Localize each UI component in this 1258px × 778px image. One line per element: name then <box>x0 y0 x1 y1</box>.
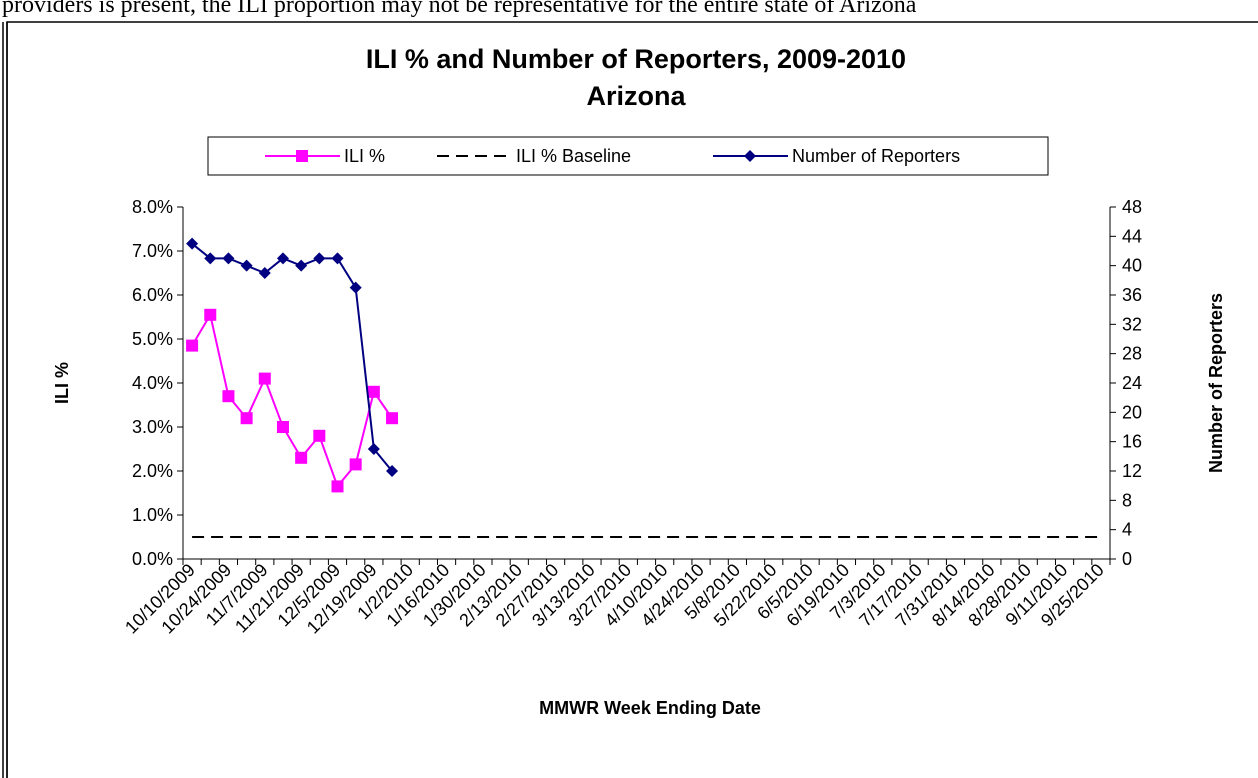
marker <box>276 252 289 265</box>
marker <box>222 390 235 403</box>
y2-tick-label: 36 <box>1122 285 1142 305</box>
note: providers is present, the ILI proportion… <box>2 0 917 18</box>
marker <box>367 443 380 455</box>
y-tick-label: 5.0% <box>132 329 173 349</box>
marker <box>331 480 344 493</box>
y-tick-label: 3.0% <box>132 417 173 437</box>
marker <box>313 429 326 442</box>
marker <box>186 237 199 250</box>
marker <box>295 259 308 272</box>
y2-tick-label: 40 <box>1122 256 1142 276</box>
x-axis-title: MMWR Week Ending Date <box>539 698 761 718</box>
y-tick-label: 8.0% <box>132 197 173 217</box>
legend-marker <box>296 150 308 162</box>
y-tick-label: 2.0% <box>132 461 173 481</box>
legend-marker <box>744 150 756 162</box>
y2-tick-label: 12 <box>1122 461 1142 481</box>
y2-tick-label: 44 <box>1122 226 1142 246</box>
legend-box <box>207 136 1049 176</box>
y2-tick-label: 0 <box>1122 549 1132 569</box>
series-line <box>191 312 393 489</box>
marker <box>386 465 399 477</box>
chart-title: Arizona <box>586 81 686 111</box>
y-tick-label: 6.0% <box>132 285 173 305</box>
marker <box>313 252 326 265</box>
marker <box>240 412 253 425</box>
marker <box>204 308 217 321</box>
y2-tick-label: 8 <box>1122 490 1132 510</box>
y2-tick-label: 28 <box>1122 344 1142 364</box>
y2-tick-label: 32 <box>1122 314 1142 334</box>
chart-border <box>6 21 1258 778</box>
marker <box>222 252 235 265</box>
marker <box>276 421 289 433</box>
marker <box>258 372 271 385</box>
y-axis-title: ILI % <box>52 362 72 404</box>
marker <box>349 281 362 294</box>
y2-tick-label: 16 <box>1122 432 1142 452</box>
marker <box>367 385 380 398</box>
marker <box>295 451 308 464</box>
legend-label: ILI % <box>344 146 385 166</box>
y-tick-label: 0.0% <box>132 549 173 569</box>
marker <box>204 252 217 265</box>
marker <box>331 252 344 265</box>
y2-tick-label: 48 <box>1122 197 1142 217</box>
y2-tick-label: 20 <box>1122 402 1142 422</box>
y-tick-label: 7.0% <box>132 241 173 261</box>
marker <box>240 259 253 272</box>
marker <box>386 412 399 425</box>
chart-title: ILI % and Number of Reporters, 2009-2010 <box>366 44 906 74</box>
marker <box>258 267 271 279</box>
marker <box>186 339 199 352</box>
legend-label: ILI % Baseline <box>516 146 631 166</box>
y2-tick-label: 4 <box>1122 520 1132 540</box>
y2-tick-label: 24 <box>1122 373 1142 393</box>
y2-axis-title: Number of Reporters <box>1206 293 1226 473</box>
y-tick-label: 1.0% <box>132 505 173 525</box>
y-tick-label: 4.0% <box>132 373 173 393</box>
legend-label: Number of Reporters <box>792 146 960 166</box>
marker <box>349 458 362 471</box>
